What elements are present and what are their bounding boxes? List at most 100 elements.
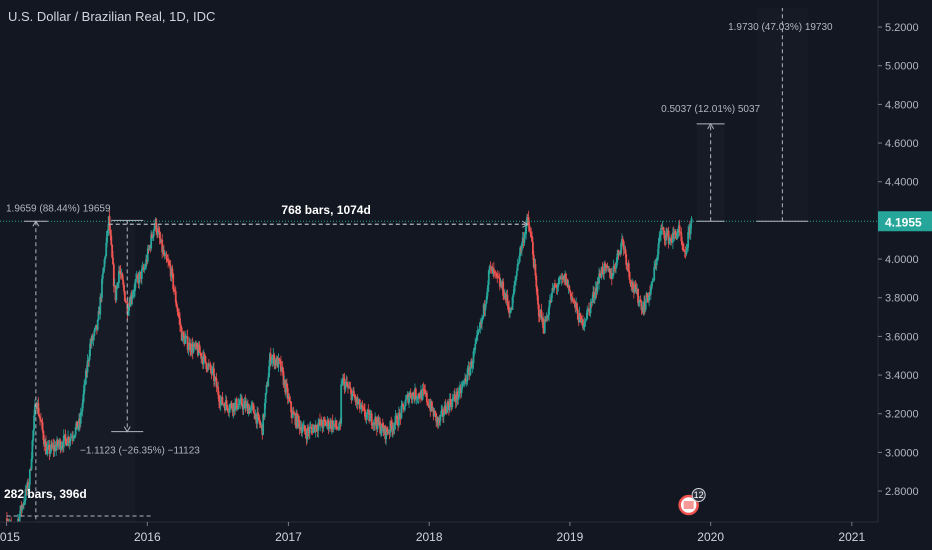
candle-down [537,295,539,305]
candle-down [442,409,444,417]
candle-down [166,258,169,261]
candle-up [474,343,477,350]
candle-down [356,397,359,404]
candle-up [651,281,654,283]
candle-up [481,317,483,324]
candle-up [509,308,512,313]
candles-layer [6,210,693,537]
candle-down [41,422,44,432]
candle-down [67,436,70,443]
candle-down [678,225,681,233]
candle-down [425,392,428,402]
candle-up [312,427,315,434]
measure-47pct[interactable]: 1.9730 (47.03%) 19730 [728,8,833,222]
candle-up [302,426,304,430]
candle-down [674,231,677,235]
candle-down [576,309,579,320]
candle-down [496,273,499,277]
candle-down [176,307,179,312]
candle-up [488,266,491,271]
measure-label: 1.9730 (47.03%) 19730 [728,22,833,33]
candle-up [687,231,690,248]
measure-12pct[interactable]: 0.5037 (12.01%) 5037 [661,104,761,222]
candle-down [252,405,255,414]
measurement-tools-layer[interactable]: 1.9659 (88.44%) 19659 282 bars, 396d −1.11… [4,8,833,522]
candle-down [71,436,74,438]
candle-up [487,285,489,293]
candle-up [23,500,26,502]
event-badge[interactable]: 12 [678,488,706,516]
candle-up [185,336,187,339]
measure-arrowhead [123,426,131,433]
candle-up [116,283,119,289]
candle-down [681,241,684,245]
measure-282-bars[interactable]: 282 bars, 396d [4,487,153,517]
candle-down [257,414,260,421]
candle-down [112,264,115,287]
candle-down [537,304,540,317]
candle-up [84,384,86,386]
candle-down [167,260,170,263]
candle-down [402,403,405,407]
candle-up [228,410,231,412]
candle-down [506,294,509,304]
candle-down [189,342,192,352]
candle-up [68,440,71,443]
measure-arrowhead [522,220,529,228]
candle-up [245,403,248,409]
candle-up [668,238,671,244]
price-scale-background [878,0,932,550]
candle-up [157,230,159,235]
candle-up [297,415,299,428]
candle-up [366,410,369,415]
candle-up [229,405,231,411]
candle-down [303,425,306,432]
candle-down [379,421,382,434]
candle-up [586,309,589,319]
measure-label: −1.1123 (−26.35%) −11123 [80,446,200,457]
y-tick-label: 3.2000 [885,409,919,421]
candle-up [440,410,443,416]
candle-up [264,392,267,404]
measure-minus-26pct[interactable]: −1.1123 (−26.35%) −11123 [80,219,200,457]
candle-down [162,249,165,256]
candle-up [676,233,679,239]
candle-up [45,449,48,455]
candle-down [569,290,572,293]
candle-down [218,395,220,402]
candle-down [221,396,224,405]
candle-up [144,267,147,269]
measure-768-bars[interactable]: 768 bars, 1074d [108,203,529,228]
symbol-title[interactable]: U.S. Dollar / Brazilian Real, 1D, IDC [8,9,216,24]
candle-up [129,295,132,307]
candle-up [50,444,52,452]
candle-down [76,421,79,430]
candle-up [118,270,120,284]
candle-up [511,296,514,310]
candle-up [265,385,268,393]
candle-down [346,381,349,387]
candle-up [325,423,328,427]
candle-up [650,282,653,289]
candle-down [203,353,206,357]
measure-88pct[interactable]: 1.9659 (88.44%) 19659 [6,203,135,522]
candle-up [33,415,35,431]
candle-up [591,298,594,303]
candle-down [532,254,535,268]
candle-up [578,313,581,323]
candle-up [526,217,528,226]
y-tick-label: 5.0000 [885,61,919,73]
candle-up [89,343,91,357]
candle-down [178,314,181,319]
candle-down [205,362,208,370]
candle-up [134,282,136,291]
candle-down [423,389,426,391]
candle-up [484,304,487,311]
candle-down [621,238,624,242]
candle-down [502,281,505,296]
candle-down [609,268,611,278]
candle-down [285,384,288,388]
candle-down [297,415,300,422]
